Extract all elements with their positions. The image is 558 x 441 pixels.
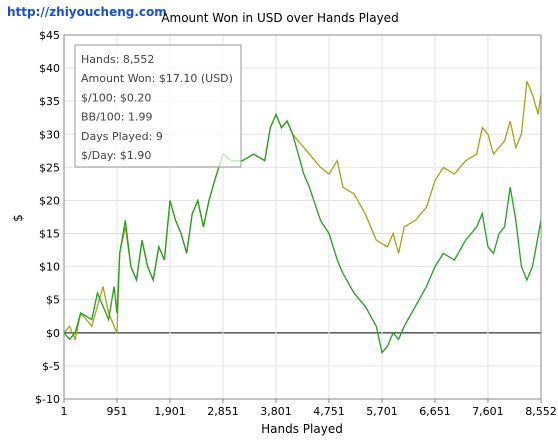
stats-line: Days Played: 9	[81, 130, 163, 143]
x-tick-label: 951	[106, 405, 127, 418]
y-tick-label: $25	[39, 161, 60, 174]
series-line	[63, 112, 542, 355]
x-tick-label: 3,801	[260, 405, 292, 418]
y-axis-label: $	[11, 214, 25, 222]
stats-box	[74, 44, 242, 168]
x-tick-label: 1,901	[154, 405, 186, 418]
y-tick-label: $30	[39, 128, 60, 141]
stats-line: $/100: $0.20	[81, 91, 151, 104]
y-tick-label: $-5	[42, 360, 60, 373]
plot-border	[63, 34, 542, 400]
y-tick-label: $15	[39, 228, 60, 241]
y-tick-label: $5	[46, 294, 60, 307]
x-tick-label: 5,701	[366, 405, 398, 418]
stats-line: $/Day: $1.90	[81, 149, 151, 162]
y-tick-label: $45	[39, 29, 60, 42]
y-tick-label: $10	[39, 261, 60, 274]
x-tick-label: 7,601	[472, 405, 504, 418]
y-tick-label: $35	[39, 95, 60, 108]
y-tick-label: $20	[39, 194, 60, 207]
y-tick-label: $-10	[35, 393, 60, 406]
watermark: http://zhiyoucheng.com	[7, 5, 167, 19]
x-tick-label: 2,851	[207, 405, 239, 418]
x-tick-label: 6,651	[419, 405, 451, 418]
x-tick-label: 1	[61, 405, 68, 418]
stats-line: Hands: 8,552	[81, 53, 154, 66]
x-tick-label: 4,751	[313, 405, 345, 418]
chart-title: Amount Won in USD over Hands Played	[161, 11, 398, 25]
y-tick-label: $0	[46, 327, 60, 340]
stats-line: Amount Won: $17.10 (USD)	[81, 72, 233, 85]
x-axis-label: Hands Played	[261, 422, 343, 436]
stats-line: BB/100: 1.99	[81, 111, 153, 124]
x-tick-label: 8,552	[525, 405, 557, 418]
y-tick-label: $40	[39, 62, 60, 75]
